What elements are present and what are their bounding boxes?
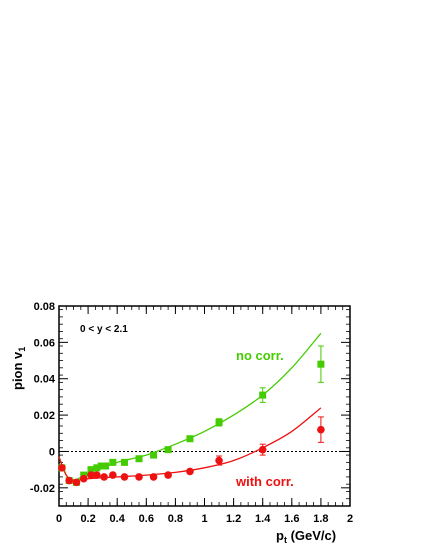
y-tick-label: 0.02 xyxy=(34,410,55,422)
y-tick-label: 0.06 xyxy=(34,337,55,349)
y-axis: -0.02 0 0.02 0.04 0.06 0.08 xyxy=(30,301,350,507)
y-axis-title-base: pion v xyxy=(10,351,25,390)
data-point-square xyxy=(164,446,172,454)
x-axis: 0 0.2 0.4 0.6 0.8 1 1.2 1.4 1.6 1.8 2 xyxy=(56,306,353,525)
x-axis-title-base: p xyxy=(276,528,284,543)
y-axis-title-sub: 1 xyxy=(17,347,27,352)
data-point-circle xyxy=(258,445,267,454)
x-tick-label: 0 xyxy=(56,513,62,525)
x-tick-label: 0.2 xyxy=(80,513,95,525)
data-point-square xyxy=(93,464,101,472)
data-point-circle xyxy=(120,473,129,481)
y-tick-label: 0.08 xyxy=(34,301,55,313)
data-point-circle xyxy=(87,471,95,479)
data-point-circle xyxy=(79,474,88,483)
x-tick-label: 2 xyxy=(347,513,353,525)
data-point-circle xyxy=(100,473,108,481)
x-tick-label: 0.4 xyxy=(110,513,126,525)
data-point-square xyxy=(87,466,95,474)
data-point-square xyxy=(109,458,117,466)
data-point-square xyxy=(186,435,194,443)
data-point-circle xyxy=(93,471,101,479)
y-tick-label: -0.02 xyxy=(30,483,55,495)
data-point-square xyxy=(215,418,223,426)
data-points xyxy=(58,345,325,487)
data-point-circle xyxy=(72,478,81,487)
data-point-circle xyxy=(65,476,73,485)
data-point-circle xyxy=(164,471,172,479)
data-point-circle xyxy=(149,473,158,481)
x-tick-label: 1.2 xyxy=(226,513,241,525)
data-point-square xyxy=(97,462,105,470)
data-point-square xyxy=(102,462,110,470)
data-point-square xyxy=(135,455,143,463)
x-axis-title: pt (GeV/c) xyxy=(276,528,336,545)
data-point-square xyxy=(317,360,325,368)
data-point-circle xyxy=(135,473,143,481)
x-tick-label: 0.8 xyxy=(168,513,183,525)
y-tick-label: 0.04 xyxy=(34,374,56,386)
x-tick-label: 0.6 xyxy=(139,513,154,525)
y-tick-label: 0 xyxy=(49,446,55,458)
series-label-no-corr: no corr. xyxy=(236,348,284,363)
data-point-circle xyxy=(215,456,223,465)
x-tick-label: 1.6 xyxy=(284,513,299,525)
data-point-circle xyxy=(109,471,117,479)
x-tick-label: 1.4 xyxy=(255,513,271,525)
data-point-circle xyxy=(186,467,194,476)
x-tick-label: 1.8 xyxy=(313,513,328,525)
data-point-square xyxy=(150,451,158,459)
rapidity-range-label: 0 < y < 2.1 xyxy=(80,324,128,335)
x-axis-title-rest: (GeV/c) xyxy=(287,528,336,543)
x-axis-title-sub: t xyxy=(284,535,287,545)
data-point-circle xyxy=(58,464,66,472)
x-tick-label: 1 xyxy=(201,513,207,525)
data-point-circle xyxy=(317,425,325,434)
data-point-square xyxy=(120,458,128,466)
y-axis-title: pion v1 xyxy=(10,347,27,390)
series-label-with-corr: with corr. xyxy=(235,474,294,489)
data-point-square xyxy=(259,391,267,399)
